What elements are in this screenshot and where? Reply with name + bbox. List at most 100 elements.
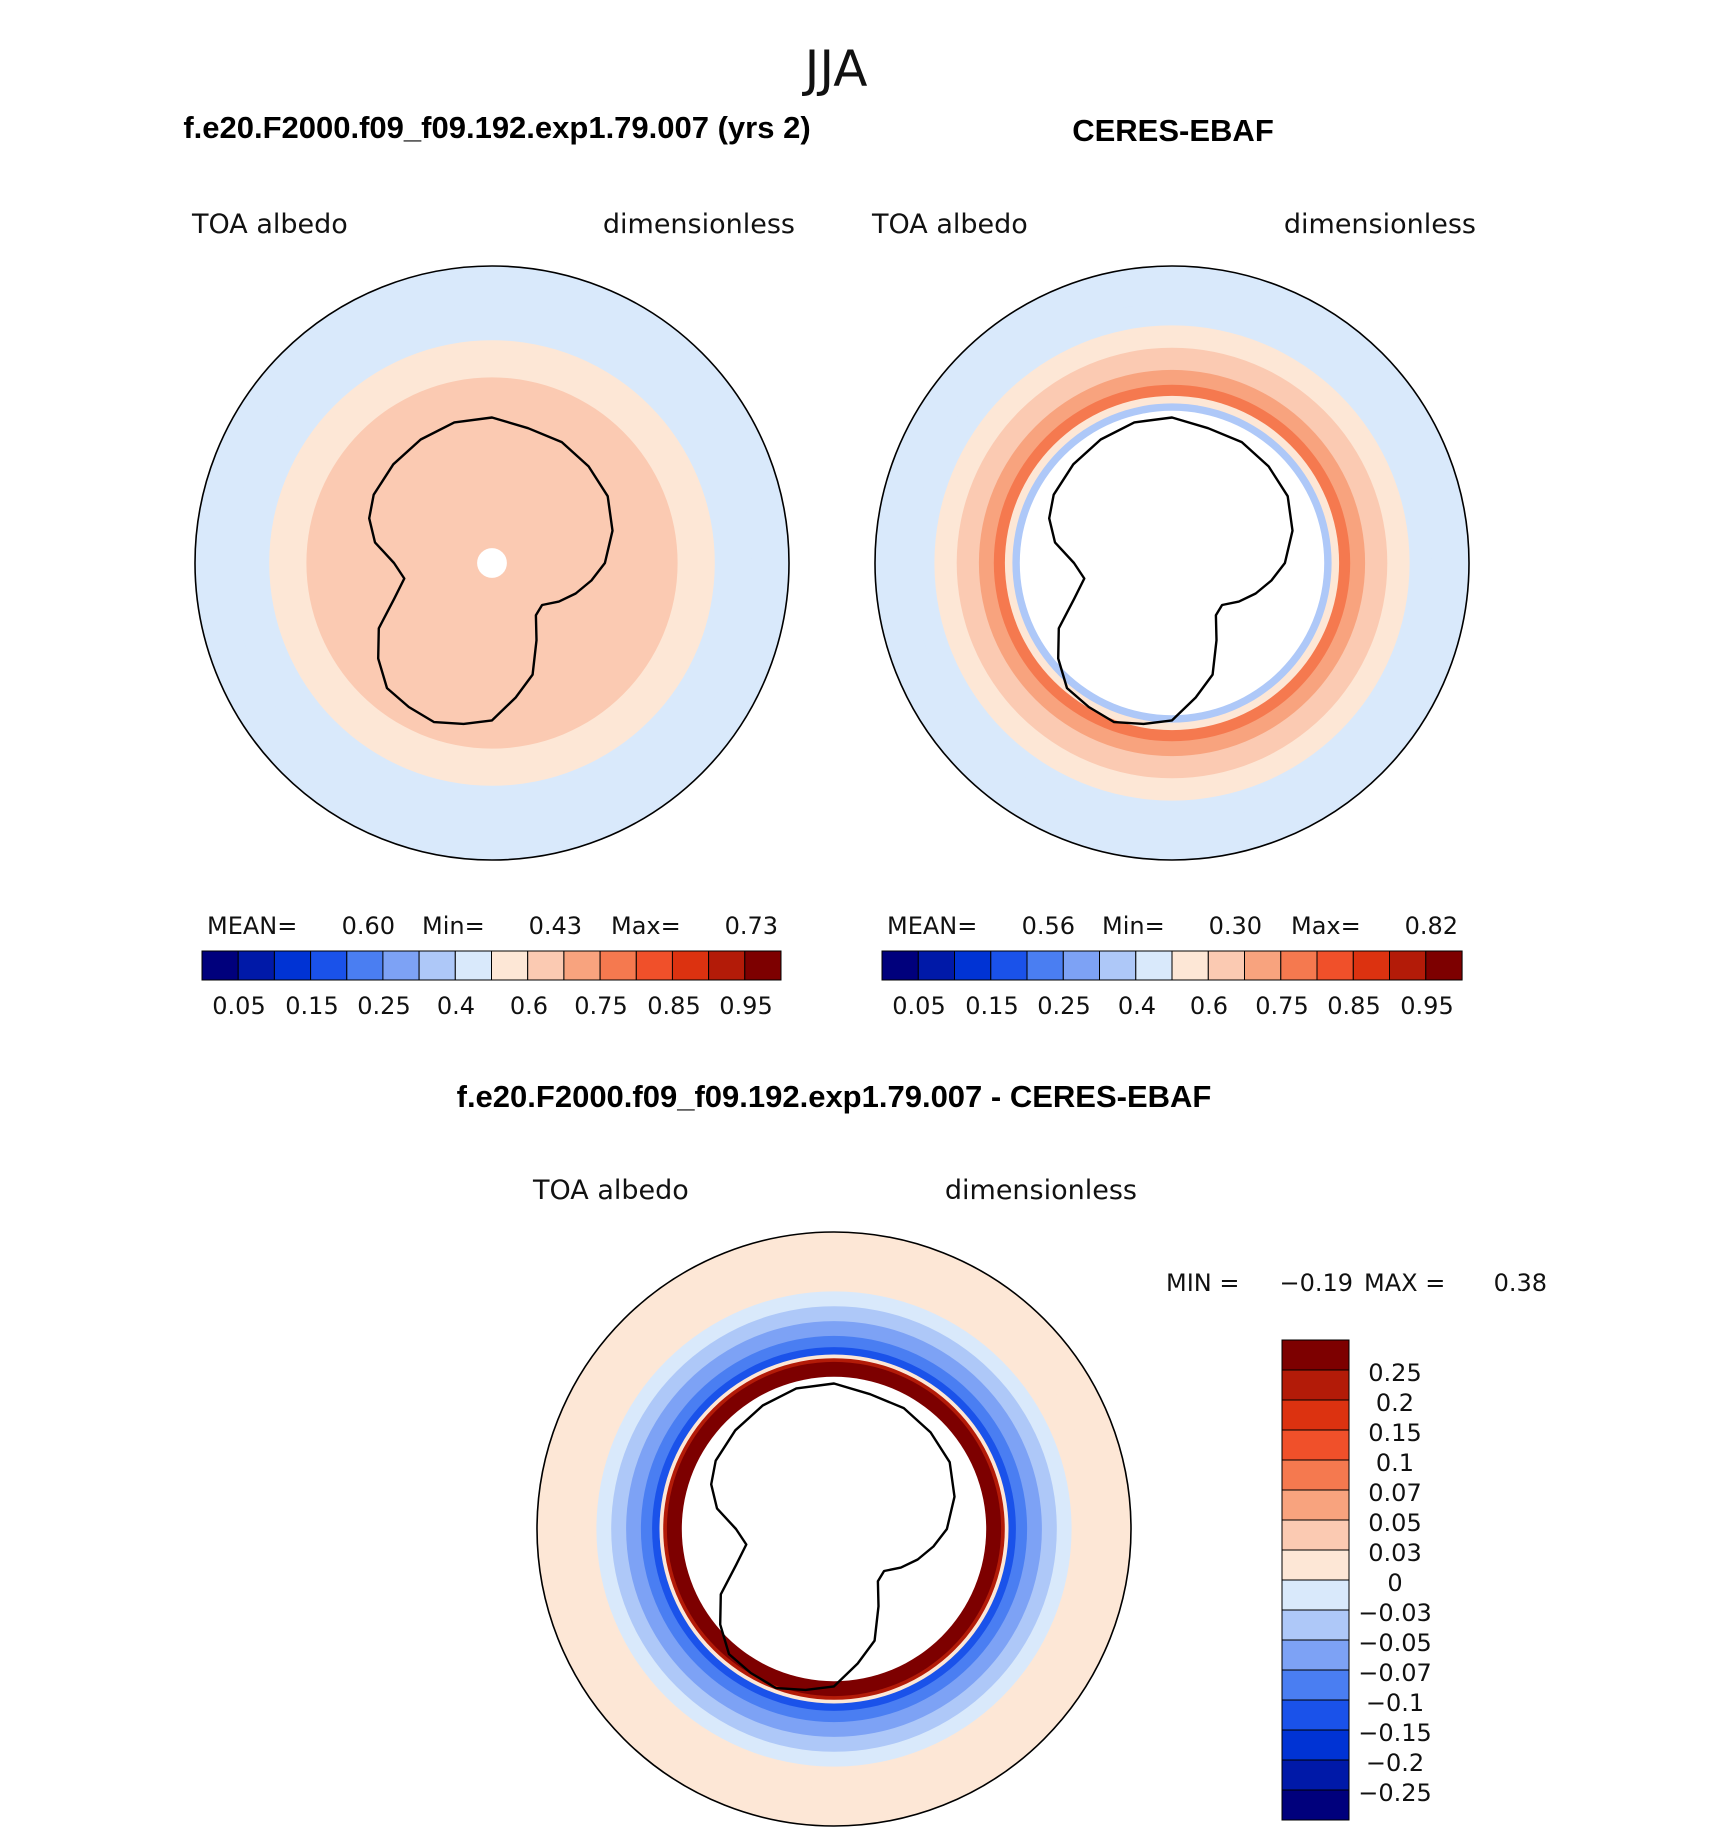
colorbar-swatch <box>1135 950 1173 981</box>
map-field <box>537 1232 1131 1826</box>
colorbar-tick-label: 0.1 <box>1376 1449 1414 1477</box>
colorbar-swatch <box>1281 1339 1350 1371</box>
field-contour <box>477 548 507 578</box>
model-colorbar <box>201 950 782 981</box>
colorbar-tick-label: 0.75 <box>1255 992 1308 1020</box>
colorbar-swatch <box>1281 1609 1350 1641</box>
model-max-label: Max= <box>611 912 681 940</box>
colorbar-swatch <box>1281 1579 1350 1611</box>
diff-panel-title: f.e20.F2000.f09_f09.192.exp1.79.007 - CE… <box>457 1079 1212 1114</box>
colorbar-swatch <box>418 950 456 981</box>
colorbar-swatch <box>1281 1759 1350 1791</box>
colorbar-tick-label: −0.15 <box>1358 1719 1432 1747</box>
colorbar-swatch <box>1281 1639 1350 1671</box>
colorbar-swatch <box>990 950 1028 981</box>
colorbar-swatch <box>201 950 239 981</box>
colorbar-tick-label: 0.07 <box>1368 1479 1421 1507</box>
colorbar-swatch <box>1207 950 1246 981</box>
colorbar-swatch <box>1281 1549 1350 1581</box>
obs-polar-map <box>874 265 1470 861</box>
colorbar-swatch <box>671 950 710 981</box>
diff-max-value: 0.38 <box>1494 1269 1547 1297</box>
colorbar-swatch <box>1281 1669 1350 1701</box>
field-contour <box>681 1376 987 1682</box>
colorbar-tick-label: 0.15 <box>965 992 1018 1020</box>
colorbar-tick-label: −0.05 <box>1358 1629 1432 1657</box>
diff-stats: MIN = −0.19 MAX = 0.38 <box>1166 1269 1547 1297</box>
colorbar-tick-label: 0.15 <box>1368 1419 1421 1447</box>
model-colorbar-labels: 0.05 0.15 0.25 0.4 0.6 0.75 0.85 0.95 <box>212 992 772 1020</box>
map-border <box>874 265 1470 861</box>
diff-units-label: dimensionless <box>945 1175 1137 1206</box>
colorbar-tick-label: 0.15 <box>285 992 338 1020</box>
diff-colorbar <box>1281 1339 1350 1821</box>
colorbar-tick-label: 0.85 <box>1327 992 1380 1020</box>
colorbar-swatch <box>1171 950 1209 981</box>
diff-min-label: MIN = <box>1166 1269 1239 1297</box>
colorbar-swatch <box>635 950 673 981</box>
colorbar-tick-label: −0.2 <box>1366 1749 1424 1777</box>
colorbar-swatch <box>1244 950 1282 981</box>
colorbar-swatch <box>1281 1429 1350 1461</box>
colorbar-swatch <box>1281 1369 1350 1401</box>
colorbar-swatch <box>744 950 782 981</box>
figure-title: JJA <box>802 40 868 98</box>
colorbar-tick-label: 0.05 <box>892 992 945 1020</box>
diff-colorbar-labels: 0.25 0.2 0.15 0.1 0.07 0.05 0.03 0 −0.03… <box>1358 1359 1432 1807</box>
colorbar-swatch <box>1281 1789 1350 1821</box>
obs-colorbar <box>881 950 1463 981</box>
colorbar-swatch <box>708 950 746 981</box>
colorbar-tick-label: 0.4 <box>437 992 475 1020</box>
model-mean-label: MEAN= <box>207 912 297 940</box>
obs-variable-label: TOA albedo <box>871 209 1028 240</box>
model-mean-value: 0.60 <box>342 912 395 940</box>
colorbar-tick-label: 0.03 <box>1368 1539 1421 1567</box>
map-border <box>536 1231 1132 1827</box>
colorbar-swatch <box>491 950 529 981</box>
antarctic-coastline <box>368 416 614 726</box>
model-panel-title: f.e20.F2000.f09_f09.192.exp1.79.007 (yrs… <box>183 110 810 145</box>
colorbar-swatch <box>1281 1519 1350 1551</box>
diff-min-value: −0.19 <box>1279 1269 1353 1297</box>
map-field <box>875 266 1469 860</box>
colorbar-swatch <box>1281 1489 1350 1521</box>
colorbar-swatch <box>1352 950 1391 981</box>
colorbar-swatch <box>382 950 420 981</box>
colorbar-swatch <box>1026 950 1064 981</box>
diff-panel: f.e20.F2000.f09_f09.192.exp1.79.007 - CE… <box>457 1079 1547 1827</box>
colorbar-tick-label: −0.03 <box>1358 1599 1432 1627</box>
model-max-value: 0.73 <box>725 912 778 940</box>
obs-max-label: Max= <box>1291 912 1361 940</box>
map-border <box>194 265 790 861</box>
colorbar-swatch <box>1425 950 1463 981</box>
colorbar-swatch <box>1281 1729 1350 1761</box>
colorbar-swatch <box>1099 950 1137 981</box>
antarctic-coastline <box>710 1382 956 1692</box>
colorbar-tick-label: −0.25 <box>1358 1779 1432 1807</box>
colorbar-tick-label: −0.1 <box>1366 1689 1424 1717</box>
colorbar-tick-label: 0.95 <box>1400 992 1453 1020</box>
colorbar-swatch <box>1280 950 1318 981</box>
colorbar-swatch <box>527 950 565 981</box>
colorbar-tick-label: 0.05 <box>212 992 265 1020</box>
diff-polar-map <box>536 1231 1132 1827</box>
obs-min-label: Min= <box>1102 912 1165 940</box>
colorbar-tick-label: 0.25 <box>357 992 410 1020</box>
colorbar-tick-label: 0.6 <box>1190 992 1228 1020</box>
obs-units-label: dimensionless <box>1284 209 1476 240</box>
obs-panel: CERES-EBAF TOA albedo dimensionless MEAN… <box>871 113 1476 1020</box>
colorbar-swatch <box>954 950 992 981</box>
diff-max-label: MAX = <box>1364 1269 1445 1297</box>
obs-colorbar-labels: 0.05 0.15 0.25 0.4 0.6 0.75 0.85 0.95 <box>892 992 1453 1020</box>
colorbar-tick-label: 0.4 <box>1118 992 1156 1020</box>
colorbar-tick-label: 0.05 <box>1368 1509 1421 1537</box>
colorbar-swatch <box>1281 1459 1350 1491</box>
colorbar-swatch <box>1281 1699 1350 1731</box>
obs-min-value: 0.30 <box>1209 912 1262 940</box>
colorbar-swatch <box>237 950 275 981</box>
model-units-label: dimensionless <box>603 209 795 240</box>
antarctic-coastline <box>1048 416 1294 726</box>
colorbar-tick-label: −0.07 <box>1358 1659 1432 1687</box>
colorbar-swatch <box>1389 950 1427 981</box>
